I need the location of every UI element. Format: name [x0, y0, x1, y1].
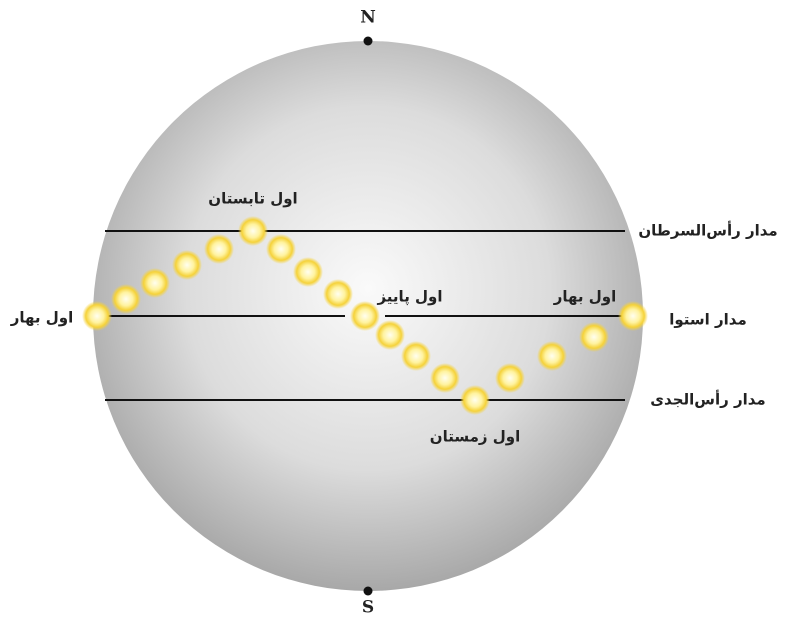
sun: [401, 341, 431, 371]
sun: [172, 250, 202, 280]
sun-path: [82, 216, 648, 415]
sun: [579, 322, 609, 352]
sun: [537, 341, 567, 371]
sun: [140, 268, 170, 298]
south-label: S: [362, 598, 374, 618]
sun: [460, 385, 490, 415]
season-label: اول پاییز: [376, 288, 442, 307]
sun: [618, 301, 648, 331]
sun: [204, 234, 234, 264]
north-pole-dot: [363, 36, 373, 46]
sun: [495, 363, 525, 393]
season-label: اول زمستان: [430, 428, 520, 446]
season-label: اول بهار: [553, 288, 617, 306]
capricorn-label: مدار رأس‌الجدی: [650, 390, 765, 409]
sun: [375, 320, 405, 350]
sun: [430, 363, 460, 393]
season-label: اول بهار: [10, 309, 74, 327]
season-label: اول تابستان: [208, 190, 297, 208]
sun: [293, 257, 323, 287]
equator-label: مدار استوا: [669, 311, 747, 329]
sun: [82, 301, 112, 331]
north-label: N: [360, 8, 376, 28]
sun: [323, 279, 353, 309]
cancer-label: مدار رأس‌السرطان: [638, 221, 777, 240]
sun: [238, 216, 268, 246]
sun: [350, 301, 380, 331]
sun: [266, 234, 296, 264]
south-pole-dot: [363, 586, 373, 596]
sun: [111, 284, 141, 314]
